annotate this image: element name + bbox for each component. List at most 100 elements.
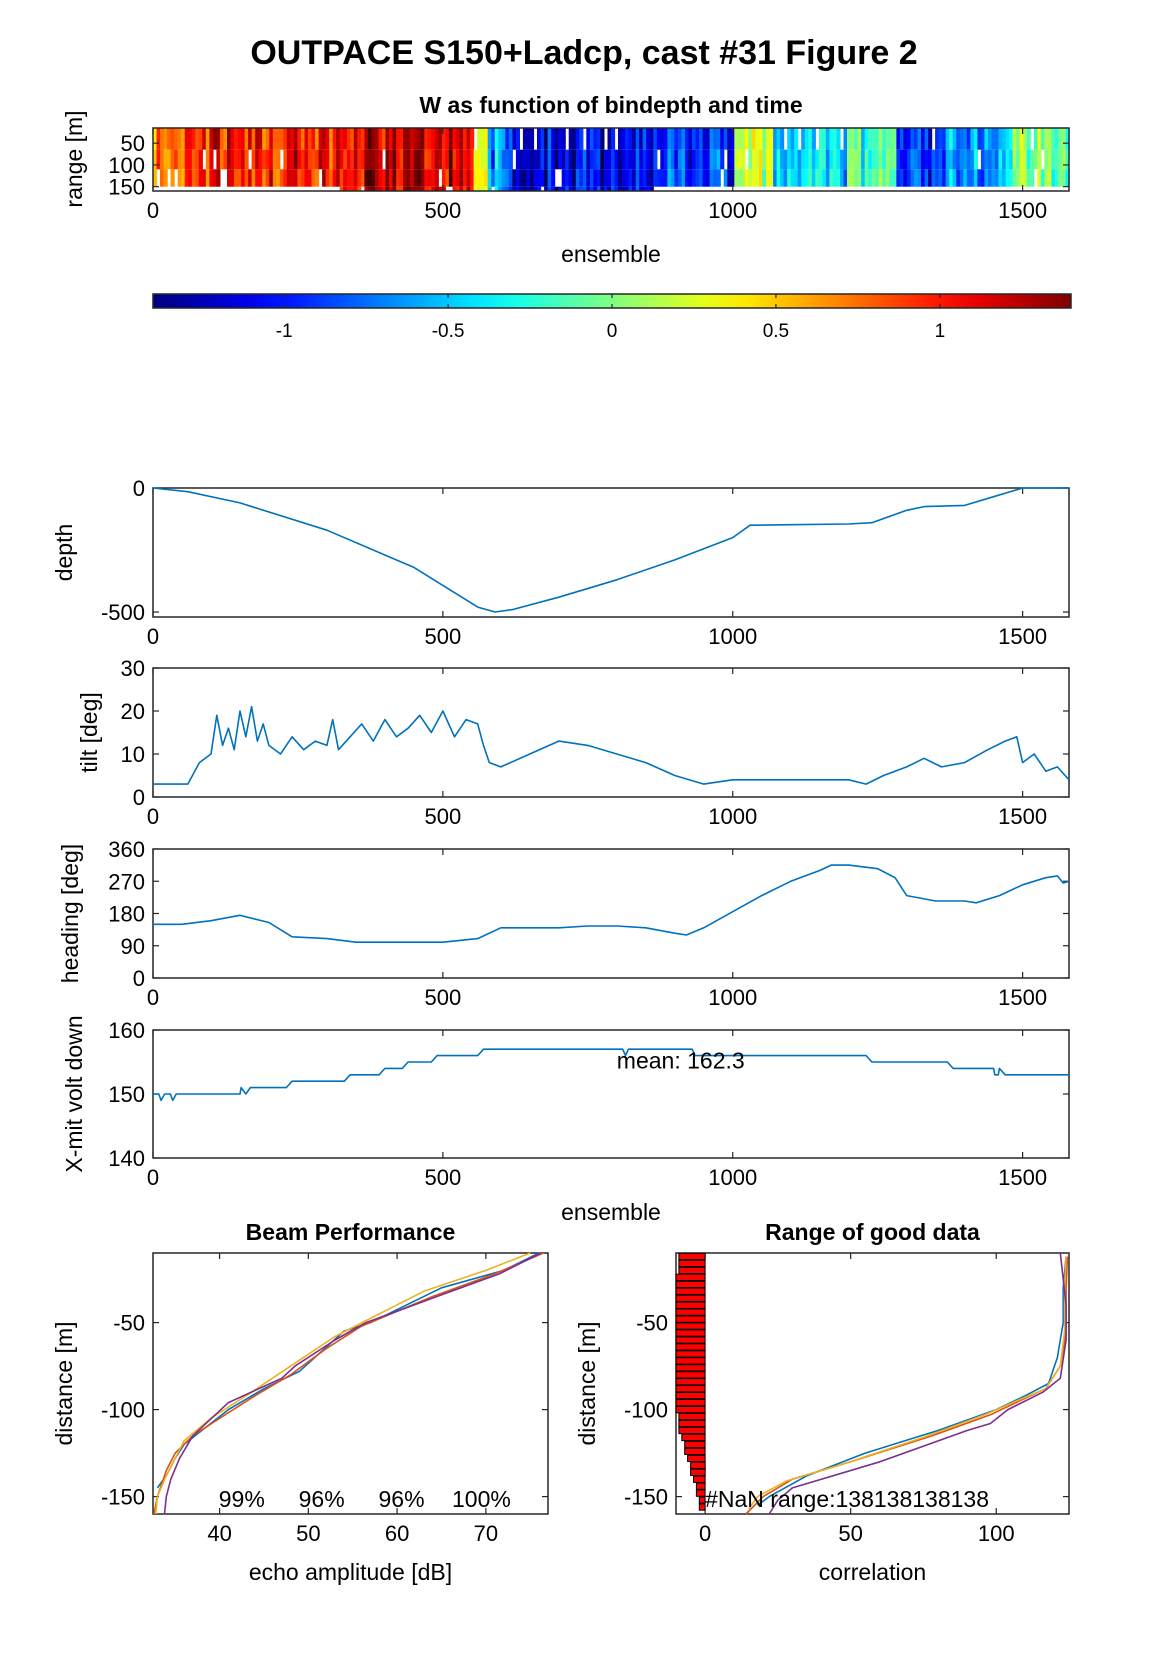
heatmap-cell <box>646 128 651 150</box>
heatmap-cell <box>970 169 975 187</box>
heatmap-cell <box>596 128 601 150</box>
heatmap-cell <box>825 128 830 150</box>
heatmap-cell <box>463 186 468 191</box>
nan-count-bar <box>695 1489 706 1497</box>
heatmap-cell <box>618 128 623 150</box>
heatmap-cell <box>286 149 291 170</box>
heatmap-cell <box>773 128 778 150</box>
colorbar-tick-label: -1 <box>276 321 293 342</box>
heatmap-cell <box>290 149 295 170</box>
heatmap-cell <box>885 128 890 150</box>
heatmap-cell <box>1009 128 1014 150</box>
heatmap-cell <box>1023 169 1028 187</box>
heatmap-cell <box>508 149 513 170</box>
heatmap-cell <box>656 128 661 150</box>
heatmap-cell <box>917 128 922 150</box>
heatmap-cell <box>917 169 922 187</box>
heatmap-cell <box>692 169 697 187</box>
heatmap-cell <box>621 186 626 191</box>
nan-count-bar <box>678 1266 706 1275</box>
heatmap-cell <box>286 169 291 187</box>
heatmap-cell <box>459 149 464 170</box>
heatmap-cell <box>667 149 672 170</box>
heatmap-cell <box>399 128 404 150</box>
heatmap-cell <box>251 169 256 187</box>
heatmap-cell <box>322 169 327 187</box>
heatmap-cell <box>533 169 538 187</box>
heatmap-cell <box>833 169 838 187</box>
heatmap-cell <box>582 186 587 191</box>
heatmap-cell <box>508 128 513 150</box>
heatmap-cell <box>230 169 235 187</box>
heatmap-cell <box>286 128 291 150</box>
heatmap-cell <box>720 128 725 150</box>
heatmap-cell <box>847 128 852 150</box>
heatmap-cell <box>367 128 372 150</box>
heatmap-cell <box>364 186 369 191</box>
heatmap-cell <box>311 149 316 170</box>
heatmap-cell <box>466 186 471 191</box>
nan-count-bar <box>678 1259 706 1268</box>
heatmap-cell <box>445 149 450 170</box>
heatmap-cell <box>871 149 876 170</box>
heatmap-cell <box>734 149 739 170</box>
series-line <box>757 1256 1067 1506</box>
heatmap-cell <box>674 128 679 150</box>
heatmap-cell <box>921 128 926 150</box>
tilt-axes: 0 500 1000 1500 0 10 20 30 tilt [deg] <box>76 656 1070 829</box>
heatmap-cell <box>279 169 284 187</box>
heatmap-cell <box>445 169 450 187</box>
heatmap-cell <box>593 149 598 170</box>
heatmap-cell <box>780 169 785 187</box>
x-tick-label: 60 <box>385 1521 409 1546</box>
heatmap-cell <box>854 149 859 170</box>
x-axis-label: ensemble <box>561 1199 661 1225</box>
heatmap-cell <box>582 169 587 187</box>
heatmap-cell <box>491 169 496 187</box>
heatmap-cell <box>589 186 594 191</box>
heatmap-cell <box>688 149 693 170</box>
heatmap-cell <box>431 169 436 187</box>
heatmap-cell <box>501 149 506 170</box>
heatmap-cell <box>406 128 411 150</box>
heatmap-cell <box>776 149 781 170</box>
heatmap-cell <box>353 149 358 170</box>
heatmap-cell <box>801 149 806 170</box>
heatmap-cell <box>600 186 605 191</box>
heatmap-cell <box>892 149 897 170</box>
heatmap-cell <box>561 149 566 170</box>
heatmap-cell <box>537 186 542 191</box>
heatmap-cell <box>223 149 228 170</box>
heatmap-cell <box>371 128 376 150</box>
heatmap-cell <box>790 149 795 170</box>
heatmap-cell <box>522 186 527 191</box>
heatmap-cell <box>681 169 686 187</box>
heatmap-cell <box>501 128 506 150</box>
heatmap-cell <box>773 169 778 187</box>
heatmap-cell <box>818 169 823 187</box>
heatmap-cell <box>868 128 873 150</box>
nan-count-bar <box>675 1385 706 1393</box>
heatmap-cell <box>188 149 193 170</box>
heatmap-cell <box>441 169 446 187</box>
heatmap-cell <box>995 128 1000 150</box>
nan-count-bar <box>675 1301 706 1309</box>
heatmap-cell <box>727 169 732 187</box>
heatmap-cell <box>935 128 940 150</box>
heatmap-cell <box>1037 149 1042 170</box>
heatmap-cell <box>575 169 580 187</box>
heatmap-cell <box>234 149 239 170</box>
heatmap-cell <box>663 169 668 187</box>
heatmap-cell <box>910 169 915 187</box>
heatmap-cell <box>392 186 397 191</box>
heatmap-cell <box>480 186 485 191</box>
nan-count-bar <box>675 1357 706 1365</box>
heatmap-cell <box>487 169 492 187</box>
beam-performance-frame <box>152 1252 549 1515</box>
heatmap-cell <box>628 149 633 170</box>
heatmap-cell <box>315 169 320 187</box>
heatmap-cell <box>776 128 781 150</box>
heatmap-cell <box>339 169 344 187</box>
heatmap-cell <box>473 149 478 170</box>
heatmap-cell <box>670 169 675 187</box>
